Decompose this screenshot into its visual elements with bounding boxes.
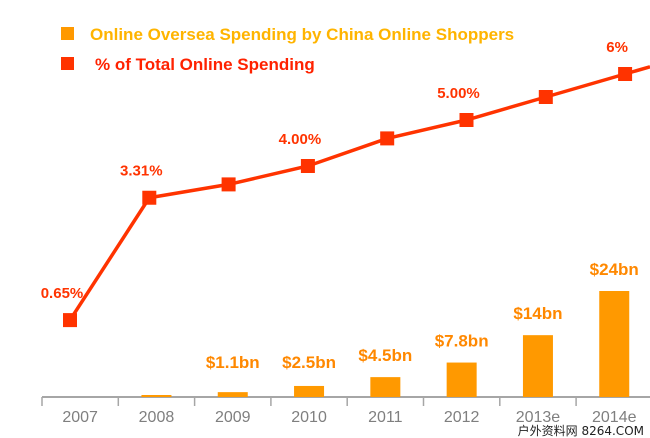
- line-marker: [538, 90, 553, 104]
- legend-swatch-bars: [61, 27, 74, 40]
- bar-data-label: $4.5bn: [358, 346, 412, 365]
- line-series: [68, 65, 650, 322]
- bar-data-label: $1.1bn: [206, 353, 260, 372]
- line-marker: [618, 67, 633, 81]
- line-marker: [300, 159, 315, 173]
- line-marker: [63, 313, 77, 328]
- line-data-label: 5.00%: [437, 85, 480, 102]
- line-marker: [380, 131, 395, 146]
- bar: [522, 335, 553, 397]
- bar: [446, 362, 477, 397]
- x-tick-label: 2014e: [592, 409, 637, 426]
- x-tick-label: 2011: [368, 409, 403, 426]
- bar: [599, 291, 630, 397]
- bar: [370, 377, 401, 397]
- x-tick-label: 2009: [215, 409, 251, 426]
- bar-data-label: $7.8bn: [435, 332, 489, 351]
- watermark: 户外资料网 8264.COM: [515, 424, 646, 438]
- x-tick-label: 2013e: [516, 409, 561, 426]
- bar-data-label: $14bn: [513, 304, 562, 323]
- legend-label-line: % of Total Online Spending: [95, 55, 315, 74]
- legend-label-bars: Online Oversea Spending by China Online …: [90, 25, 514, 44]
- x-tick-label: 2012: [444, 409, 480, 426]
- line-data-label: 4.00%: [279, 131, 322, 148]
- line-data-label: 6%: [606, 39, 628, 56]
- bar-data-label: $24bn: [590, 260, 639, 279]
- x-tick-label: 2007: [62, 409, 98, 426]
- line-data-label: 0.65%: [41, 285, 84, 302]
- line-data-label: 3.31%: [120, 163, 163, 180]
- bar-data-label: $2.5bn: [282, 353, 336, 372]
- line-marker: [459, 113, 474, 127]
- line-marker: [142, 190, 157, 205]
- line-marker: [221, 177, 236, 192]
- bar: [294, 385, 325, 397]
- bar: [217, 392, 248, 397]
- x-tick-label: 2008: [139, 409, 175, 426]
- bar: [141, 395, 172, 397]
- legend-swatch-line: [61, 57, 74, 70]
- x-tick-label: 2010: [291, 409, 327, 426]
